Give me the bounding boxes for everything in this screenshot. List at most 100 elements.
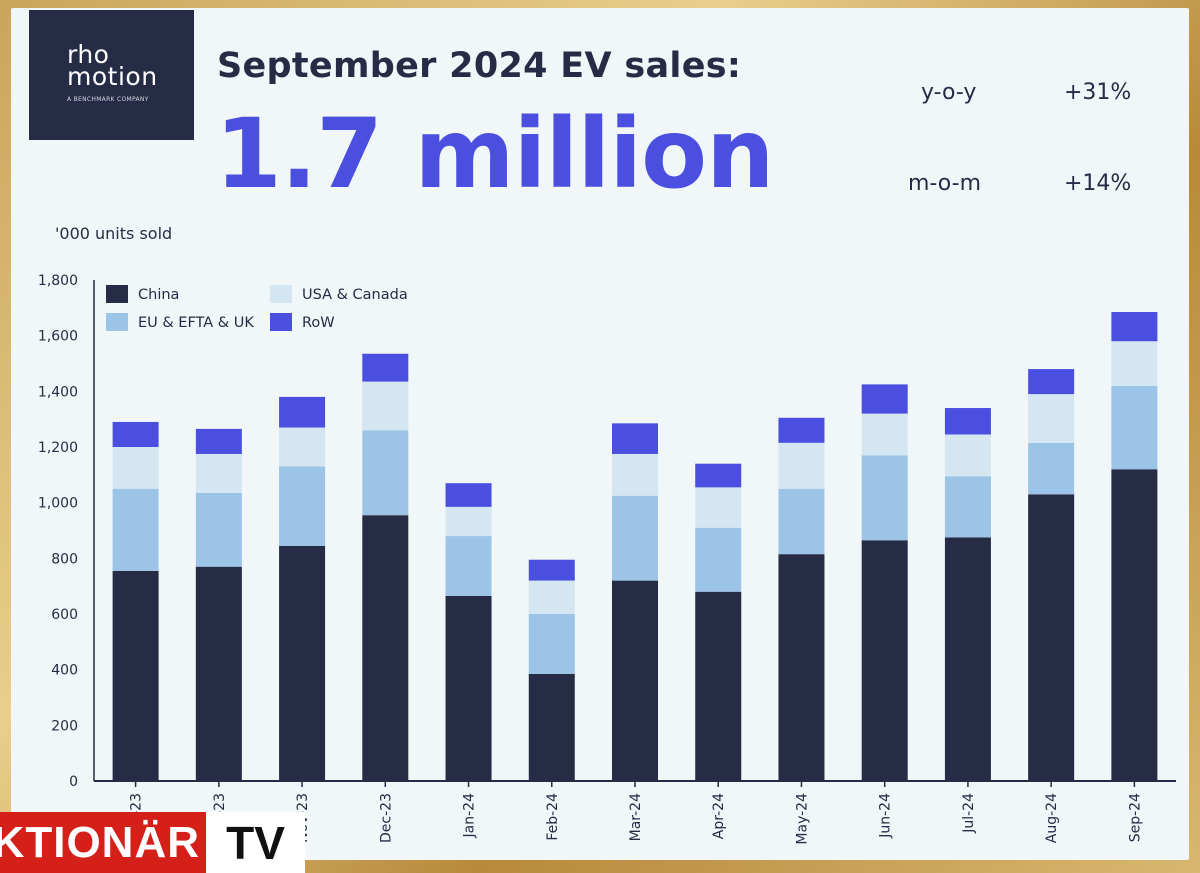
- y-axis-unit-label: '000 units sold: [55, 224, 173, 243]
- bar-segment-eu: [112, 488, 159, 571]
- bar-segment-eu: [612, 495, 658, 581]
- bar-segment-eu: [279, 466, 326, 546]
- bar-segment-china: [861, 540, 908, 781]
- x-tick-label: Aug-24: [1044, 793, 1060, 843]
- bar-segment-usa: [778, 442, 825, 489]
- y-tick-label: 600: [51, 607, 78, 623]
- y-tick-label: 800: [51, 551, 78, 567]
- bar-segment-eu: [528, 614, 575, 674]
- legend-label-row: RoW: [302, 315, 335, 331]
- bar-segment-row: [445, 483, 492, 507]
- bar-segment-eu: [861, 455, 908, 541]
- legend-label-eu: EU & EFTA & UK: [138, 315, 254, 331]
- bar-segment-eu: [778, 488, 825, 555]
- bar-segment-usa: [612, 453, 658, 496]
- y-tick-label: 1,000: [38, 496, 78, 512]
- y-tick-label: 0: [69, 774, 78, 790]
- bar-segment-china: [695, 591, 742, 781]
- logo-tagline: A BENCHMARK COMPANY: [67, 96, 149, 103]
- bar-segment-usa: [1111, 341, 1158, 386]
- bar-segment-eu: [195, 492, 242, 567]
- x-tick-label: Mar-24: [628, 793, 644, 841]
- legend-swatch-china: [106, 285, 128, 303]
- x-tick-label: Jun-24: [878, 793, 894, 839]
- bar-segment-usa: [944, 434, 991, 477]
- bar-segment-eu: [362, 430, 409, 516]
- legend-swatch-usa: [270, 285, 292, 303]
- legend-swatch-eu: [106, 313, 128, 331]
- x-tick-label: Apr-24: [711, 793, 727, 839]
- page-title: September 2024 EV sales:: [217, 46, 742, 86]
- bar-segment-row: [112, 421, 159, 447]
- y-tick-label: 1,600: [38, 329, 78, 345]
- x-tick-label: Sep-24: [1127, 793, 1143, 842]
- y-tick-label: 1,200: [38, 440, 78, 456]
- bar-segment-china: [528, 673, 575, 781]
- bar-segment-china: [778, 554, 825, 781]
- bar-segment-usa: [279, 427, 326, 467]
- x-tick-label: Dec-23: [378, 793, 394, 843]
- bar-segment-row: [195, 428, 242, 454]
- bar-segment-row: [778, 417, 825, 443]
- bar-segment-eu: [1028, 442, 1075, 495]
- ev-sales-chart: 0 200 400 600 800 1,000 1,200 1,400 1,600 1,800 -…: [38, 273, 1176, 845]
- headline-figure: 1.7 million: [215, 98, 774, 210]
- bar-segment-row: [695, 463, 742, 488]
- bar-segment-row: [528, 559, 575, 581]
- bar-segment-row: [944, 408, 991, 435]
- rho-motion-logo: rho motion A BENCHMARK COMPANY: [29, 10, 194, 140]
- y-tick-label: 1,400: [38, 384, 78, 400]
- bar-segment-china: [944, 537, 991, 781]
- mom-value: +14%: [1064, 171, 1132, 196]
- bar-segment-row: [362, 353, 409, 382]
- bar-segment-eu: [944, 476, 991, 538]
- bar-segment-china: [362, 515, 409, 781]
- bar-segment-usa: [445, 506, 492, 537]
- tv-brand-right: TV: [226, 816, 285, 869]
- bar-segment-eu: [1111, 385, 1158, 470]
- yoy-label: y-o-y: [921, 80, 977, 105]
- y-axis-ticks: 0 200 400 600 800 1,000 1,200 1,400 1,600 1,800: [38, 273, 78, 790]
- bar-segment-china: [1111, 469, 1158, 781]
- mom-label: m-o-m: [908, 171, 982, 196]
- x-tick-label: -23: [129, 793, 145, 816]
- bar-segment-usa: [861, 413, 908, 456]
- legend-label-usa: USA & Canada: [302, 287, 408, 303]
- bar-segment-usa: [362, 381, 409, 431]
- x-tick-label: -23: [212, 793, 228, 816]
- bar-segment-usa: [195, 453, 242, 493]
- tv-channel-badge: KTIONÄR TV: [0, 812, 305, 873]
- logo-line-2: motion: [67, 62, 158, 91]
- legend-swatch-row: [270, 313, 292, 331]
- bar-segment-eu: [695, 527, 742, 592]
- legend-label-china: China: [138, 287, 179, 303]
- tv-brand-left: KTIONÄR: [0, 812, 206, 873]
- slide: rho motion A BENCHMARK COMPANY September…: [11, 8, 1189, 860]
- bar-segment-china: [195, 566, 242, 781]
- bar-segment-china: [112, 570, 159, 781]
- bar-segment-usa: [695, 487, 742, 528]
- chart-legend: China EU & EFTA & UK USA & Canada RoW: [106, 285, 408, 331]
- x-tick-label: Jul-24: [961, 793, 977, 834]
- bar-segment-china: [1028, 494, 1075, 781]
- bar-segment-row: [612, 423, 658, 454]
- bar-segment-row: [1028, 369, 1075, 395]
- x-tick-label: May-24: [794, 793, 810, 845]
- x-axis-ticks: -23-23Nov-23Dec-23Jan-24Feb-24Mar-24Apr-…: [129, 781, 1143, 845]
- bar-segment-china: [445, 595, 492, 781]
- bar-segment-usa: [1028, 394, 1075, 443]
- y-tick-label: 400: [51, 663, 78, 679]
- yoy-value: +31%: [1064, 80, 1132, 105]
- chart-bars: [112, 312, 1158, 781]
- bar-segment-row: [1111, 312, 1158, 342]
- bar-segment-eu: [445, 536, 492, 596]
- x-tick-label: Jan-24: [462, 793, 478, 839]
- bar-segment-china: [279, 545, 326, 781]
- bar-segment-usa: [112, 447, 159, 489]
- bar-segment-china: [612, 580, 658, 781]
- logo-line-1: rho: [67, 40, 110, 69]
- x-tick-label: Feb-24: [545, 793, 561, 841]
- y-tick-label: 200: [51, 718, 78, 734]
- bar-segment-row: [279, 396, 326, 428]
- bar-segment-row: [861, 384, 908, 414]
